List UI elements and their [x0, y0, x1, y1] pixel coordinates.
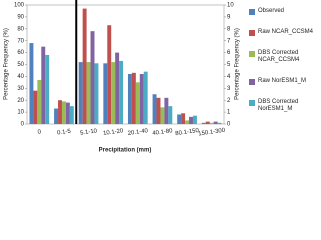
legend-swatch: [249, 51, 255, 57]
x-tick-label: 0: [37, 129, 42, 135]
x-tick-label: 20.1-40: [127, 128, 149, 137]
y-tick-label: 30: [17, 86, 24, 92]
x-tick-label: 150.1-300: [198, 128, 226, 138]
bar: [58, 100, 62, 124]
bar: [33, 90, 38, 124]
bar: [168, 106, 173, 124]
bar: [160, 107, 165, 124]
bar: [131, 72, 136, 124]
bar: [181, 113, 186, 124]
y2-tick-label: 6: [227, 50, 231, 56]
y2-tick-label: 3: [227, 86, 231, 92]
y-tick-label: 20: [17, 98, 24, 104]
y2-tick-label: 2: [227, 98, 231, 104]
bar: [127, 74, 132, 124]
legend-swatch: [249, 9, 255, 15]
legend-label: Raw NCAR_CCSM4: [258, 29, 314, 35]
x-tick-label: 5.1-10: [80, 128, 98, 136]
y-tick-label: 40: [17, 74, 24, 80]
y-tick-label: 10: [17, 110, 24, 116]
plot-area: [26, 4, 225, 125]
y-tick-label: 70: [17, 38, 24, 44]
bar: [94, 63, 99, 124]
legend-swatch: [249, 79, 255, 85]
bar: [156, 97, 161, 124]
bar: [86, 62, 91, 124]
bar: [37, 79, 42, 124]
bar: [29, 43, 34, 124]
bar: [164, 97, 169, 124]
bar: [65, 102, 70, 124]
bar: [69, 106, 74, 124]
bar: [152, 94, 157, 124]
legend-swatch: [249, 100, 255, 106]
page: Percentage Frequency (%) Percentage Freq…: [3, 0, 314, 154]
bar: [185, 120, 190, 124]
x-tick-label: 0.1-5: [57, 129, 72, 137]
bar: [54, 108, 59, 124]
bar: [107, 25, 112, 125]
y-tick-label: 100: [14, 3, 25, 9]
x-tick-label: 40.1-80: [152, 128, 174, 137]
bar: [119, 60, 124, 124]
bar: [135, 82, 140, 124]
y-tick-label: 50: [17, 62, 24, 68]
y2-tick-label: 8: [227, 26, 231, 32]
y-tick-label: 90: [17, 14, 24, 20]
y2-tick-label: 1: [227, 110, 231, 116]
bar: [82, 8, 87, 124]
y2-tick-label: 0: [227, 122, 231, 128]
y-tick-label: 80: [17, 26, 24, 32]
y-tick-label: 0: [21, 122, 25, 128]
y2-axis-label: Percentage Frequency (%): [235, 28, 241, 100]
bar: [177, 114, 182, 124]
bar: [213, 121, 218, 124]
bar: [192, 115, 197, 124]
bar: [139, 74, 144, 124]
bar: [111, 62, 116, 124]
legend-label: DBS Corrected NorESM1_M: [258, 99, 299, 112]
y2-tick-label: 7: [227, 38, 231, 44]
bar: [41, 46, 46, 124]
y-tick-label: 60: [17, 50, 24, 56]
y2-tick-label: 5: [227, 62, 231, 68]
x-tick-label: 10.1-20: [103, 128, 125, 137]
legend-swatch: [249, 30, 255, 36]
bar: [90, 31, 95, 124]
bar: [143, 71, 148, 124]
y2-tick-label: 4: [227, 74, 231, 80]
bar: [45, 54, 50, 125]
x-tick-label: 80.1-150: [175, 128, 200, 137]
bar: [209, 122, 214, 124]
y2-tick-label: 9: [227, 14, 231, 20]
x-axis-label: Precipitation (mm): [99, 148, 152, 154]
bar: [103, 63, 108, 124]
bar: [189, 116, 193, 124]
legend-label: Raw NorESM1_M: [258, 78, 307, 84]
bar: [115, 52, 120, 124]
bar: [61, 101, 66, 124]
legend-label: Observed: [258, 8, 285, 14]
bar: [217, 122, 222, 124]
bar: [201, 122, 206, 124]
chart: Percentage Frequency (%) Percentage Freq…: [4, 0, 241, 154]
y-axis-label: Percentage Frequency (%): [4, 28, 10, 100]
bar: [78, 62, 83, 124]
bar: [205, 121, 210, 124]
legend-label: DBS Corrected NCAR_CCSM4: [258, 50, 300, 63]
y2-tick-label: 10: [227, 3, 234, 9]
